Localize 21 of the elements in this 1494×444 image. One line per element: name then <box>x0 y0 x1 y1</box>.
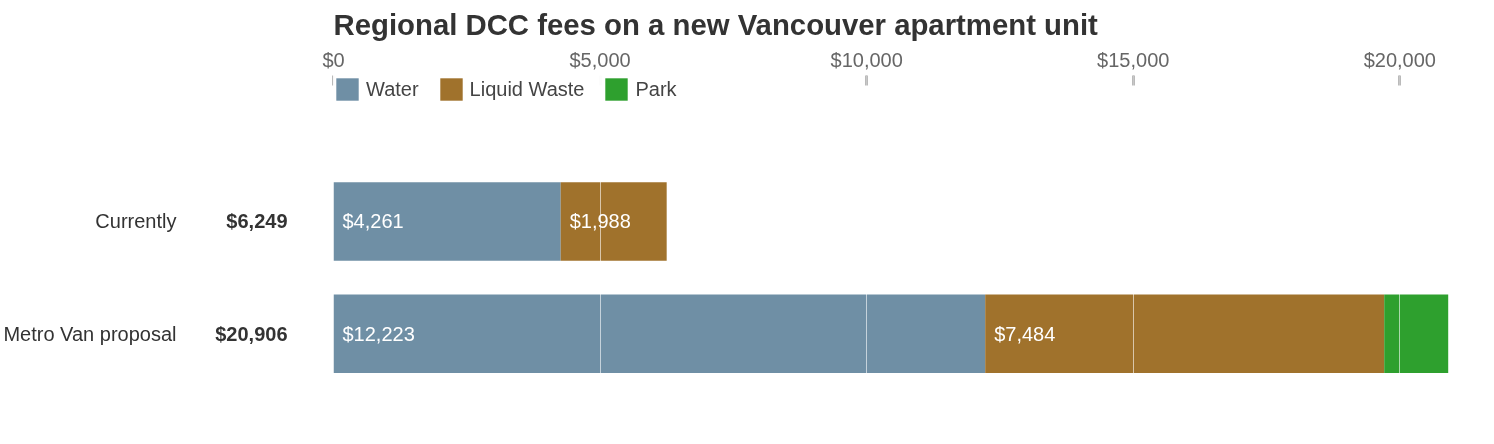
data-label: $4,261 <box>342 210 404 233</box>
x-tick-label: $20,000 <box>1363 48 1436 71</box>
x-tick-label: $0 <box>322 48 345 71</box>
legend-label: Water <box>366 77 419 101</box>
bar <box>333 294 986 374</box>
legend-label: Park <box>635 77 677 101</box>
total-label: $20,906 <box>215 322 288 345</box>
chart-title: Regional DCC fees on a new Vancouver apartment unit <box>333 7 1099 41</box>
bar <box>560 182 667 261</box>
x-tick-label: $15,000 <box>1097 48 1170 71</box>
bar <box>985 294 1385 374</box>
data-label: $12,223 <box>342 322 415 345</box>
x-tick-label: $10,000 <box>830 48 903 71</box>
data-label: $7,484 <box>994 322 1056 345</box>
total-label: $6,249 <box>226 210 288 233</box>
y-tick-label: Metro Van proposal <box>3 322 177 345</box>
bar <box>1384 294 1449 374</box>
legend-label: Liquid Waste <box>469 77 585 101</box>
y-tick-label: Currently <box>95 210 177 233</box>
bar <box>333 182 561 261</box>
x-tick-label: $5,000 <box>569 48 631 71</box>
